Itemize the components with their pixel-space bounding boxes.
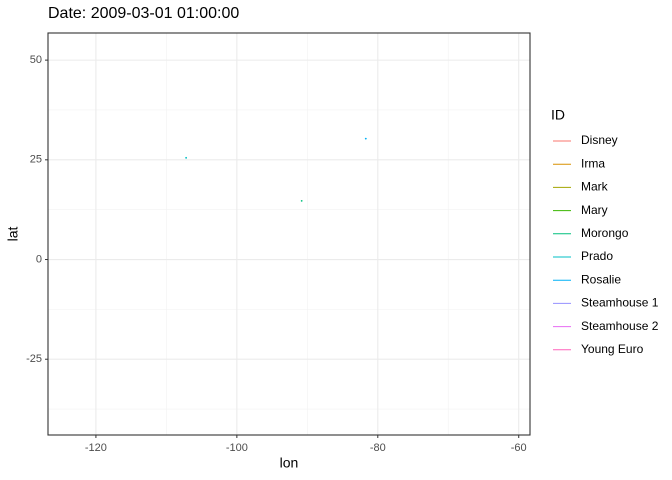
legend-label: Steamhouse 1 [581, 296, 659, 310]
point [364, 137, 367, 140]
y-tick-label: 25 [30, 154, 42, 166]
y-tick-label: -25 [26, 353, 42, 365]
legend-label: Morongo [581, 226, 629, 240]
point [300, 199, 303, 202]
x-axis-title: lon [280, 455, 299, 471]
plot-border [47, 32, 531, 436]
legend-label: Rosalie [581, 272, 621, 286]
point [185, 156, 188, 159]
y-tick-label: 0 [36, 253, 42, 265]
x-tick-label: -80 [370, 442, 386, 454]
legend-label: Mary [581, 203, 608, 217]
y-axis-title: lat [5, 227, 21, 242]
x-tick-label: -120 [85, 442, 107, 454]
y-tick-label: 50 [30, 54, 42, 66]
x-tick-label: -100 [226, 442, 248, 454]
legend-label: Disney [581, 133, 618, 147]
legend-label: Irma [581, 156, 605, 170]
x-tick-label: -60 [511, 442, 527, 454]
legend-label: Steamhouse 2 [581, 319, 659, 333]
legend-label: Young Euro [581, 342, 644, 356]
legend-label: Mark [581, 180, 609, 194]
chart-title: Date: 2009-03-01 01:00:00 [48, 5, 239, 22]
legend-label: Prado [581, 249, 613, 263]
legend-title: ID [551, 107, 565, 123]
